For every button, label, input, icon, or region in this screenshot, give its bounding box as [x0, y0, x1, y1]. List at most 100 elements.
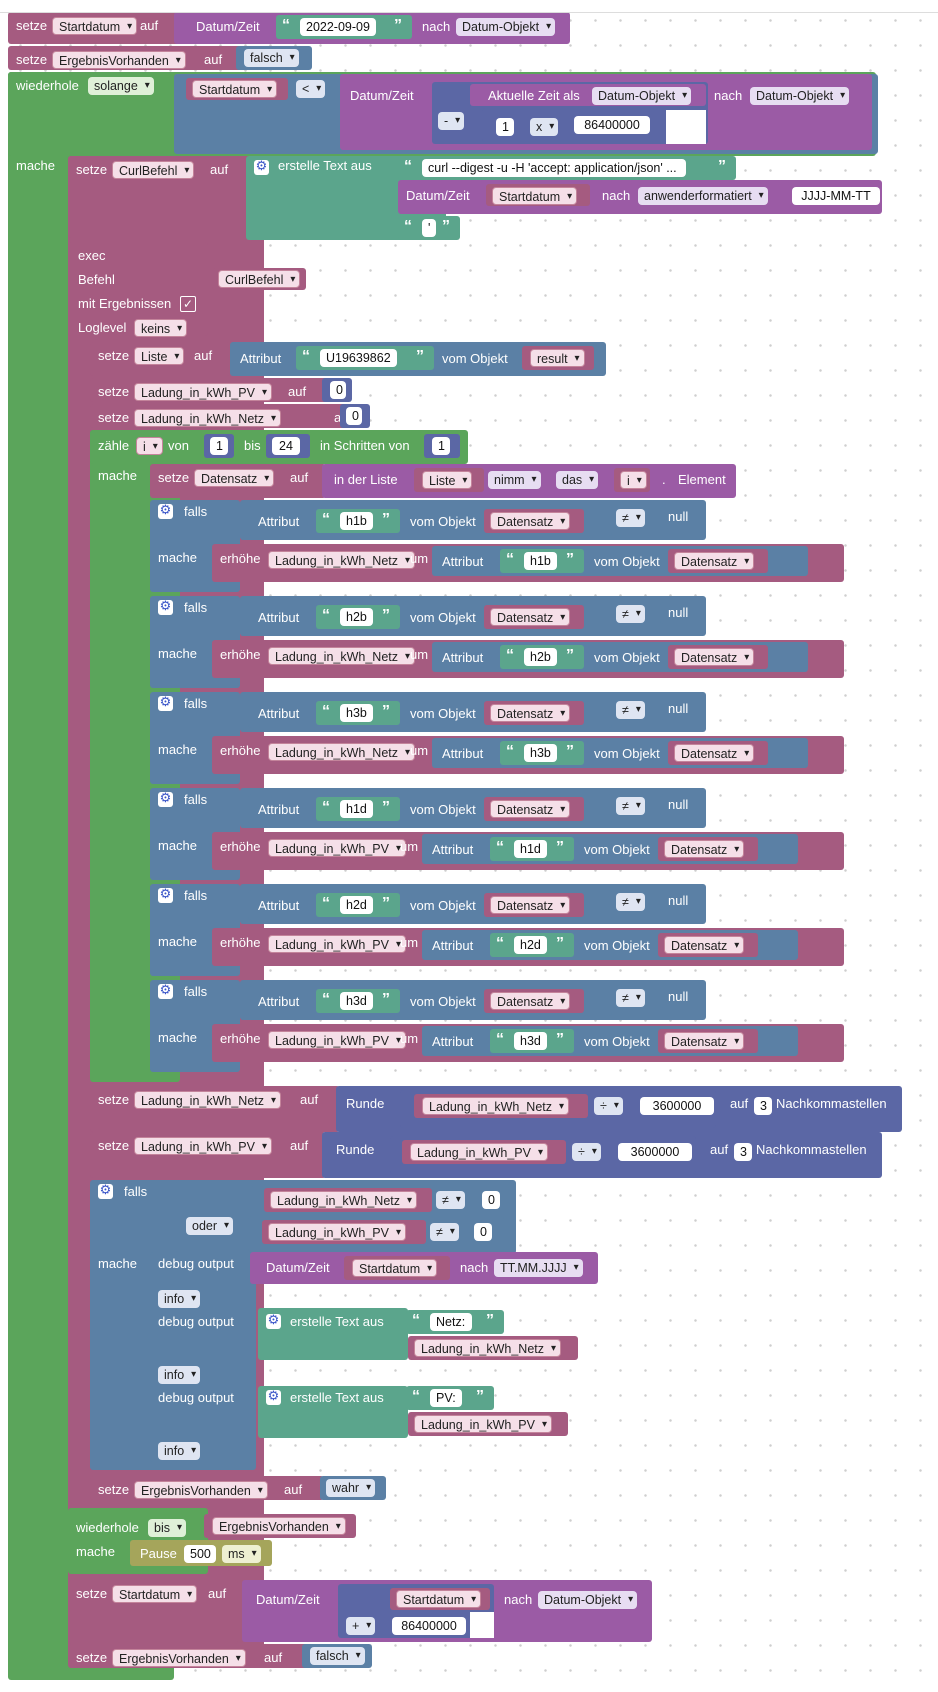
num-day-ms-1[interactable]: 86400000	[574, 116, 650, 134]
if-h3d-neq-dropdown[interactable]: ≠	[616, 989, 645, 1007]
if-h3b-inc-attr-key-value[interactable]: h3b	[524, 744, 557, 762]
if-h2d-inc-attr-obj-dropdown[interactable]: Datensatz	[664, 936, 745, 955]
if-h1b-gear[interactable]	[158, 502, 173, 519]
if-h3d-inc-attr-obj-dropdown[interactable]: Datensatz	[664, 1032, 745, 1051]
set-startdatum-2-var-dropdown[interactable]: Startdatum	[112, 1585, 198, 1604]
if-h2b-gear[interactable]	[158, 598, 173, 615]
num-von[interactable]: 1	[210, 437, 228, 455]
if-h1b-null-block[interactable]	[660, 506, 704, 528]
quote-string-value[interactable]: '	[422, 219, 437, 237]
pv-dropdown-3[interactable]: Ladung_in_kWh_PV	[410, 1143, 548, 1162]
set-netz-round-var-dropdown[interactable]: Ladung_in_kWh_Netz	[134, 1091, 281, 1110]
u-id-string-value[interactable]: U19639862	[320, 349, 397, 367]
num-zero-4[interactable]: 0	[474, 1223, 492, 1241]
if-h1b-cond-attr-obj-dropdown[interactable]: Datensatz	[490, 512, 571, 531]
netz-dropdown-5[interactable]: Ladung_in_kWh_Netz	[414, 1339, 561, 1358]
set-startdatum-var-dropdown[interactable]: Startdatum	[52, 17, 138, 36]
num-day-ms-2[interactable]: 86400000	[392, 1617, 466, 1635]
num-pause[interactable]: 500	[184, 1545, 216, 1563]
minus-dropdown[interactable]: -	[438, 112, 465, 130]
if-h1d-neq-dropdown[interactable]: ≠	[616, 797, 645, 815]
date-format-dropdown-4[interactable]: TT.MM.JJJJ	[494, 1259, 583, 1277]
num-three-2[interactable]: 3	[734, 1143, 752, 1161]
if-h2d-inc-var-dropdown[interactable]: Ladung_in_kWh_PV	[268, 935, 406, 954]
if-h2d-null-block[interactable]	[660, 890, 704, 912]
result-dropdown[interactable]: result	[530, 349, 585, 368]
neq-dropdown-5[interactable]: ≠	[430, 1223, 459, 1241]
date-string-value[interactable]: 2022-09-09	[300, 18, 376, 36]
solange-dropdown[interactable]: solange	[88, 77, 154, 95]
num-zero-1[interactable]: 0	[330, 381, 346, 399]
set-netz-zero-var-dropdown[interactable]: Ladung_in_kWh_Netz	[134, 409, 281, 428]
format-string[interactable]: JJJJ-MM-TT	[792, 187, 880, 205]
if-h3b-cond-attr-obj-dropdown[interactable]: Datensatz	[490, 704, 571, 723]
info-dropdown-3[interactable]: info	[158, 1442, 201, 1460]
falsch-dropdown-1[interactable]: falsch	[244, 49, 299, 67]
if-h2d-gear[interactable]	[158, 886, 173, 903]
ms-dropdown[interactable]: ms	[222, 1545, 261, 1563]
div-dropdown-2[interactable]: ÷	[572, 1143, 601, 1161]
startdatum-dropdown-5[interactable]: Startdatum	[396, 1590, 482, 1609]
if-h3b-inc-attr-obj-dropdown[interactable]: Datensatz	[674, 744, 755, 763]
startdatum-dropdown-3[interactable]: Startdatum	[492, 187, 578, 206]
plus-dropdown[interactable]: +	[346, 1617, 376, 1635]
if-h1b-neq-dropdown[interactable]: ≠	[616, 509, 645, 527]
i-dropdown-2[interactable]: i	[620, 471, 647, 490]
set-curlbefehl-var-dropdown[interactable]: CurlBefehl	[112, 161, 195, 180]
now-format-dropdown[interactable]: Datum-Objekt	[592, 87, 692, 105]
pv-label-string-value[interactable]: PV:	[430, 1389, 462, 1407]
debug-3-join[interactable]	[258, 1386, 408, 1438]
set-datensatz-var-dropdown[interactable]: Datensatz	[194, 469, 275, 488]
netz-dropdown-4[interactable]: Ladung_in_kWh_Netz	[270, 1191, 417, 1210]
num-bis[interactable]: 24	[272, 437, 300, 455]
if-h1b-inc-var-dropdown[interactable]: Ladung_in_kWh_Netz	[268, 551, 415, 570]
gear-join-3[interactable]	[266, 1388, 281, 1405]
das-dropdown[interactable]: das	[556, 471, 599, 489]
num-div-2[interactable]: 3600000	[618, 1143, 692, 1161]
num-div-1[interactable]: 3600000	[640, 1097, 714, 1115]
set-pv-zero-var-dropdown[interactable]: Ladung_in_kWh_PV	[134, 383, 272, 402]
info-dropdown-2[interactable]: info	[158, 1366, 201, 1384]
pv-dropdown-4[interactable]: Ladung_in_kWh_PV	[268, 1223, 406, 1242]
falsch-dropdown-2[interactable]: falsch	[310, 1647, 365, 1665]
if-h1d-inc-var-dropdown[interactable]: Ladung_in_kWh_PV	[268, 839, 406, 858]
if-h2b-cond-attr-obj-dropdown[interactable]: Datensatz	[490, 608, 571, 627]
if-h1d-inc-attr-key-value[interactable]: h1d	[514, 840, 547, 858]
startdatum-dropdown-4[interactable]: Startdatum	[352, 1259, 438, 1278]
num-one-1[interactable]: 1	[496, 118, 514, 136]
if-h1d-inc-attr-obj-dropdown[interactable]: Datensatz	[664, 840, 745, 859]
curlbefehl-dropdown[interactable]: CurlBefehl	[218, 270, 301, 289]
nimm-dropdown[interactable]: nimm	[488, 471, 541, 489]
set-pv-round-var-dropdown[interactable]: Ladung_in_kWh_PV	[134, 1137, 272, 1156]
gear-join-2[interactable]	[266, 1312, 281, 1329]
netz-label-string-value[interactable]: Netz:	[430, 1313, 472, 1331]
if-h1d-cond-attr-obj-dropdown[interactable]: Datensatz	[490, 800, 571, 819]
date-format-dropdown-2[interactable]: Datum-Objekt	[750, 87, 850, 105]
if-h1d-null-block[interactable]	[660, 794, 704, 816]
date-format-dropdown-1[interactable]: Datum-Objekt	[456, 18, 556, 36]
neq-dropdown-4[interactable]: ≠	[436, 1191, 465, 1209]
if-h2b-inc-attr-key-value[interactable]: h2b	[524, 648, 557, 666]
if-h2b-null-block[interactable]	[660, 602, 704, 624]
oder-dropdown[interactable]: oder	[186, 1217, 234, 1235]
num-three-1[interactable]: 3	[754, 1097, 772, 1115]
div-dropdown-1[interactable]: ÷	[594, 1097, 623, 1115]
startdatum-dropdown-2[interactable]: Startdatum	[192, 80, 278, 99]
if-h1d-gear[interactable]	[158, 790, 173, 807]
if-h3d-null-block[interactable]	[660, 986, 704, 1008]
lt-dropdown[interactable]: <	[296, 80, 326, 98]
date-format-dropdown-5[interactable]: Datum-Objekt	[538, 1591, 638, 1609]
if-h3b-neq-dropdown[interactable]: ≠	[616, 701, 645, 719]
netz-dropdown-3[interactable]: Ladung_in_kWh_Netz	[422, 1097, 569, 1116]
gear-oder[interactable]	[98, 1182, 113, 1199]
if-h2d-cond-attr-obj-dropdown[interactable]: Datensatz	[490, 896, 571, 915]
num-step[interactable]: 1	[432, 437, 450, 455]
if-h2b-cond-attr-key-value[interactable]: h2b	[340, 608, 373, 626]
liste-dropdown[interactable]: Liste	[422, 471, 473, 490]
mul-dropdown[interactable]: x	[530, 118, 559, 136]
if-h1b-cond-attr-key-value[interactable]: h1b	[340, 512, 373, 530]
if-h3b-gear[interactable]	[158, 694, 173, 711]
if-h1b-inc-attr-key-value[interactable]: h1b	[524, 552, 557, 570]
if-h2d-cond-attr-key-value[interactable]: h2d	[340, 896, 373, 914]
if-h3d-inc-var-dropdown[interactable]: Ladung_in_kWh_PV	[268, 1031, 406, 1050]
